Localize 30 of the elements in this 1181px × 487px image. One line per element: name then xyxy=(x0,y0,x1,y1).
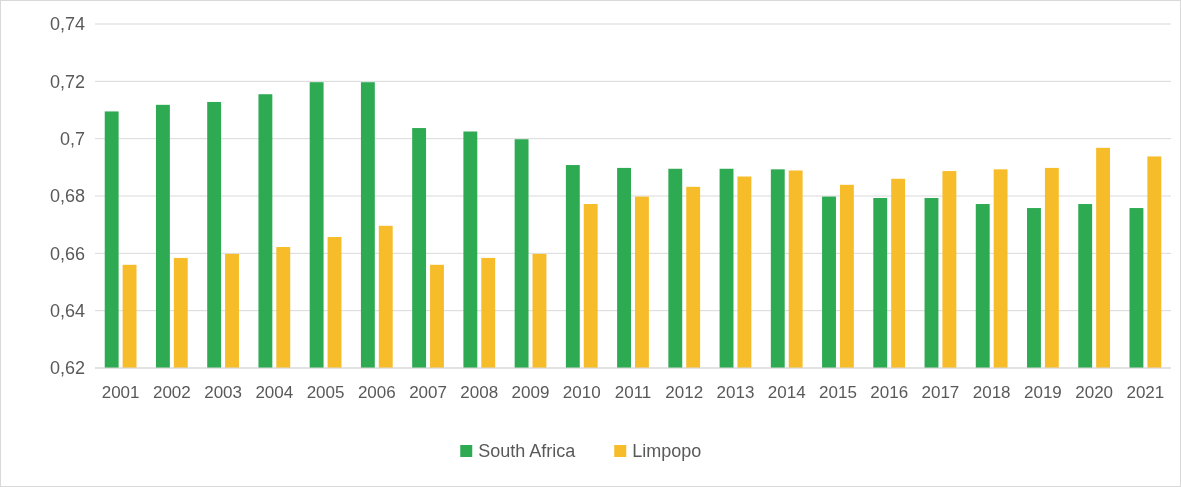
x-tick-label: 2019 xyxy=(1023,383,1062,402)
y-tick-label: 0,62 xyxy=(49,358,85,379)
x-tick-label: 2014 xyxy=(767,383,806,402)
x-tick-label: 2006 xyxy=(357,383,396,402)
y-tick-label: 0,7 xyxy=(59,128,85,149)
x-tick-label: 2003 xyxy=(204,383,243,402)
y-tick-label: 0,66 xyxy=(49,243,85,264)
x-tick-label: 2021 xyxy=(1126,383,1165,402)
x-tick-label: 2010 xyxy=(562,383,601,402)
x-tick-label: 2008 xyxy=(460,383,499,402)
x-tick-label: 2002 xyxy=(152,383,191,402)
x-tick-label: 2001 xyxy=(101,383,140,402)
x-tick-label: 2005 xyxy=(306,383,345,402)
legend-label: South Africa xyxy=(478,441,577,462)
x-tick-label: 2009 xyxy=(511,383,550,402)
x-tick-label: 2015 xyxy=(819,383,857,402)
x-tick-label: 2007 xyxy=(409,383,447,402)
y-tick-label: 0,72 xyxy=(49,71,85,92)
x-tick-label: 2016 xyxy=(870,383,909,402)
x-tick-label: 2004 xyxy=(255,383,294,402)
y-tick-label: 0,68 xyxy=(49,186,85,207)
x-tick-label: 2013 xyxy=(716,383,755,402)
x-tick-label: 2011 xyxy=(614,383,652,402)
y-tick-label: 0,74 xyxy=(49,14,85,35)
x-tick-label: 2012 xyxy=(665,383,704,402)
x-tick-label: 2018 xyxy=(972,383,1011,402)
y-tick-label: 0,64 xyxy=(49,300,85,321)
x-tick-label: 2020 xyxy=(1075,383,1114,402)
legend-label: Limpopo xyxy=(632,441,702,462)
x-tick-label: 2017 xyxy=(921,383,960,402)
